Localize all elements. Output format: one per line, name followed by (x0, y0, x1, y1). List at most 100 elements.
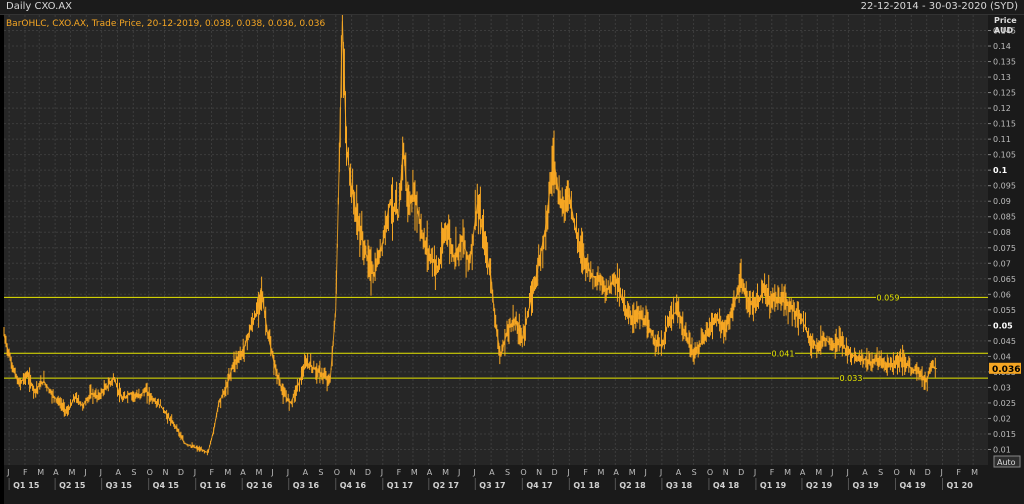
quarter-label: Q2 16 (246, 481, 273, 490)
month-label: D (925, 468, 931, 477)
y-tick-label: 0.055 (993, 306, 1016, 315)
price-chart[interactable]: 0.059 0.041 0.033 0.01 0.015 0.02 0.025 0.03 0.… (0, 15, 1024, 504)
axis-background (988, 15, 1024, 504)
month-label: S (505, 468, 510, 477)
month-label: A (427, 468, 433, 477)
y-tick-label: 0.115 (993, 120, 1016, 129)
y-tick-label: 0.075 (993, 244, 1016, 253)
month-label: O (334, 468, 340, 477)
horizontal-lines: 0.059 0.041 0.033 (4, 292, 988, 384)
price-axis[interactable]: 0.010.0150.020.0250.030.0350.040.0450.05… (988, 27, 1016, 455)
month-label: J (940, 468, 943, 477)
horizontal-line-label-bg (839, 373, 863, 384)
y-tick-label: 0.1 (993, 166, 1008, 175)
quarter-label: Q2 15 (59, 481, 86, 490)
month-label: A (303, 468, 309, 477)
quarter-label: Q4 19 (899, 481, 926, 490)
month-label: O (147, 468, 153, 477)
time-axis-background (4, 465, 988, 504)
month-label: J (83, 468, 86, 477)
month-label: A (240, 468, 246, 477)
month-label: J (286, 468, 289, 477)
auto-button-box[interactable] (993, 455, 1021, 468)
month-label: M (37, 468, 44, 477)
y-tick-label: 0.12 (993, 104, 1011, 113)
month-label: D (552, 468, 558, 477)
y-tick-label: 0.045 (993, 337, 1016, 346)
last-price-tag-box (989, 362, 1021, 374)
y-tick-label: 0.14 (993, 42, 1011, 51)
quarter-label: Q2 19 (806, 481, 833, 490)
quarter-label: Q1 17 (387, 481, 413, 490)
y-tick-label: 0.105 (993, 151, 1016, 160)
month-label: S (131, 468, 136, 477)
month-label: A (862, 468, 868, 477)
month-label: M (784, 468, 791, 477)
month-label: F (770, 468, 775, 477)
month-label: N (163, 468, 169, 477)
month-label: A (676, 468, 682, 477)
month-label: J (753, 468, 756, 477)
quarter-label: Q4 18 (713, 481, 740, 490)
month-label: D (365, 468, 371, 477)
month-label: M (598, 468, 605, 477)
y-tick-label: 0.125 (993, 89, 1016, 98)
quarter-label: Q1 19 (760, 481, 787, 490)
month-label: M (971, 468, 978, 477)
quarter-label: Q1 18 (573, 481, 600, 490)
month-label: N (350, 468, 356, 477)
month-label: N (536, 468, 542, 477)
quarter-label: Q3 15 (106, 481, 133, 490)
month-label: J (644, 468, 647, 477)
month-label: J (830, 468, 833, 477)
y-tick-label: 0.03 (993, 383, 1011, 392)
month-label: A (613, 468, 619, 477)
y-tick-label: 0.135 (993, 58, 1016, 67)
month-label: J (99, 468, 102, 477)
horizontal-line-label-bg (771, 348, 795, 359)
price-axis-label: Price (994, 16, 1017, 25)
y-tick-label: 0.07 (993, 259, 1011, 268)
month-label: O (707, 468, 713, 477)
month-label: S (878, 468, 883, 477)
quarter-label: Q3 17 (479, 481, 505, 490)
date-range: 22-12-2014 - 30-03-2020 (SYD) (860, 1, 1018, 12)
price-line[interactable] (3, 21, 937, 454)
month-label: N (723, 468, 729, 477)
auto-button[interactable]: Auto (993, 455, 1021, 468)
y-tick-label: 0.085 (993, 213, 1016, 222)
y-tick-label: 0.065 (993, 275, 1016, 284)
y-tick-label: 0.145 (993, 27, 1016, 36)
quarter-label: Q4 17 (526, 481, 552, 490)
quarter-label: Q2 18 (619, 481, 646, 490)
month-label: A (800, 468, 806, 477)
y-tick-label: 0.06 (993, 290, 1011, 299)
currency-label: AUD (994, 26, 1013, 35)
month-label: S (318, 468, 323, 477)
month-label: J (6, 468, 9, 477)
auto-button-label[interactable]: Auto (997, 458, 1016, 467)
y-tick-label: 0.02 (993, 414, 1011, 423)
price-series[interactable] (3, 15, 937, 456)
quarter-label: Q1 15 (13, 481, 40, 490)
month-label: F (583, 468, 588, 477)
month-label: J (472, 468, 475, 477)
y-tick-label: 0.01 (993, 445, 1011, 454)
y-tick-label: 0.08 (993, 228, 1011, 237)
legend-text: BarOHLC, CXO.AX, Trade Price, 20-12-2019… (6, 19, 325, 29)
quarter-label: Q3 16 (293, 481, 320, 490)
quarter-label: Q3 18 (666, 481, 693, 490)
horizontal-line-label: 0.041 (772, 349, 795, 358)
y-tick-label: 0.025 (993, 399, 1016, 408)
month-label: M (224, 468, 231, 477)
quarter-label: Q2 17 (433, 481, 459, 490)
month-label: J (659, 468, 662, 477)
month-label: O (893, 468, 899, 477)
horizontal-line-label: 0.059 (877, 293, 900, 302)
month-label: M (68, 468, 75, 477)
month-label: A (53, 468, 59, 477)
month-label: F (956, 468, 961, 477)
month-label: F (397, 468, 402, 477)
